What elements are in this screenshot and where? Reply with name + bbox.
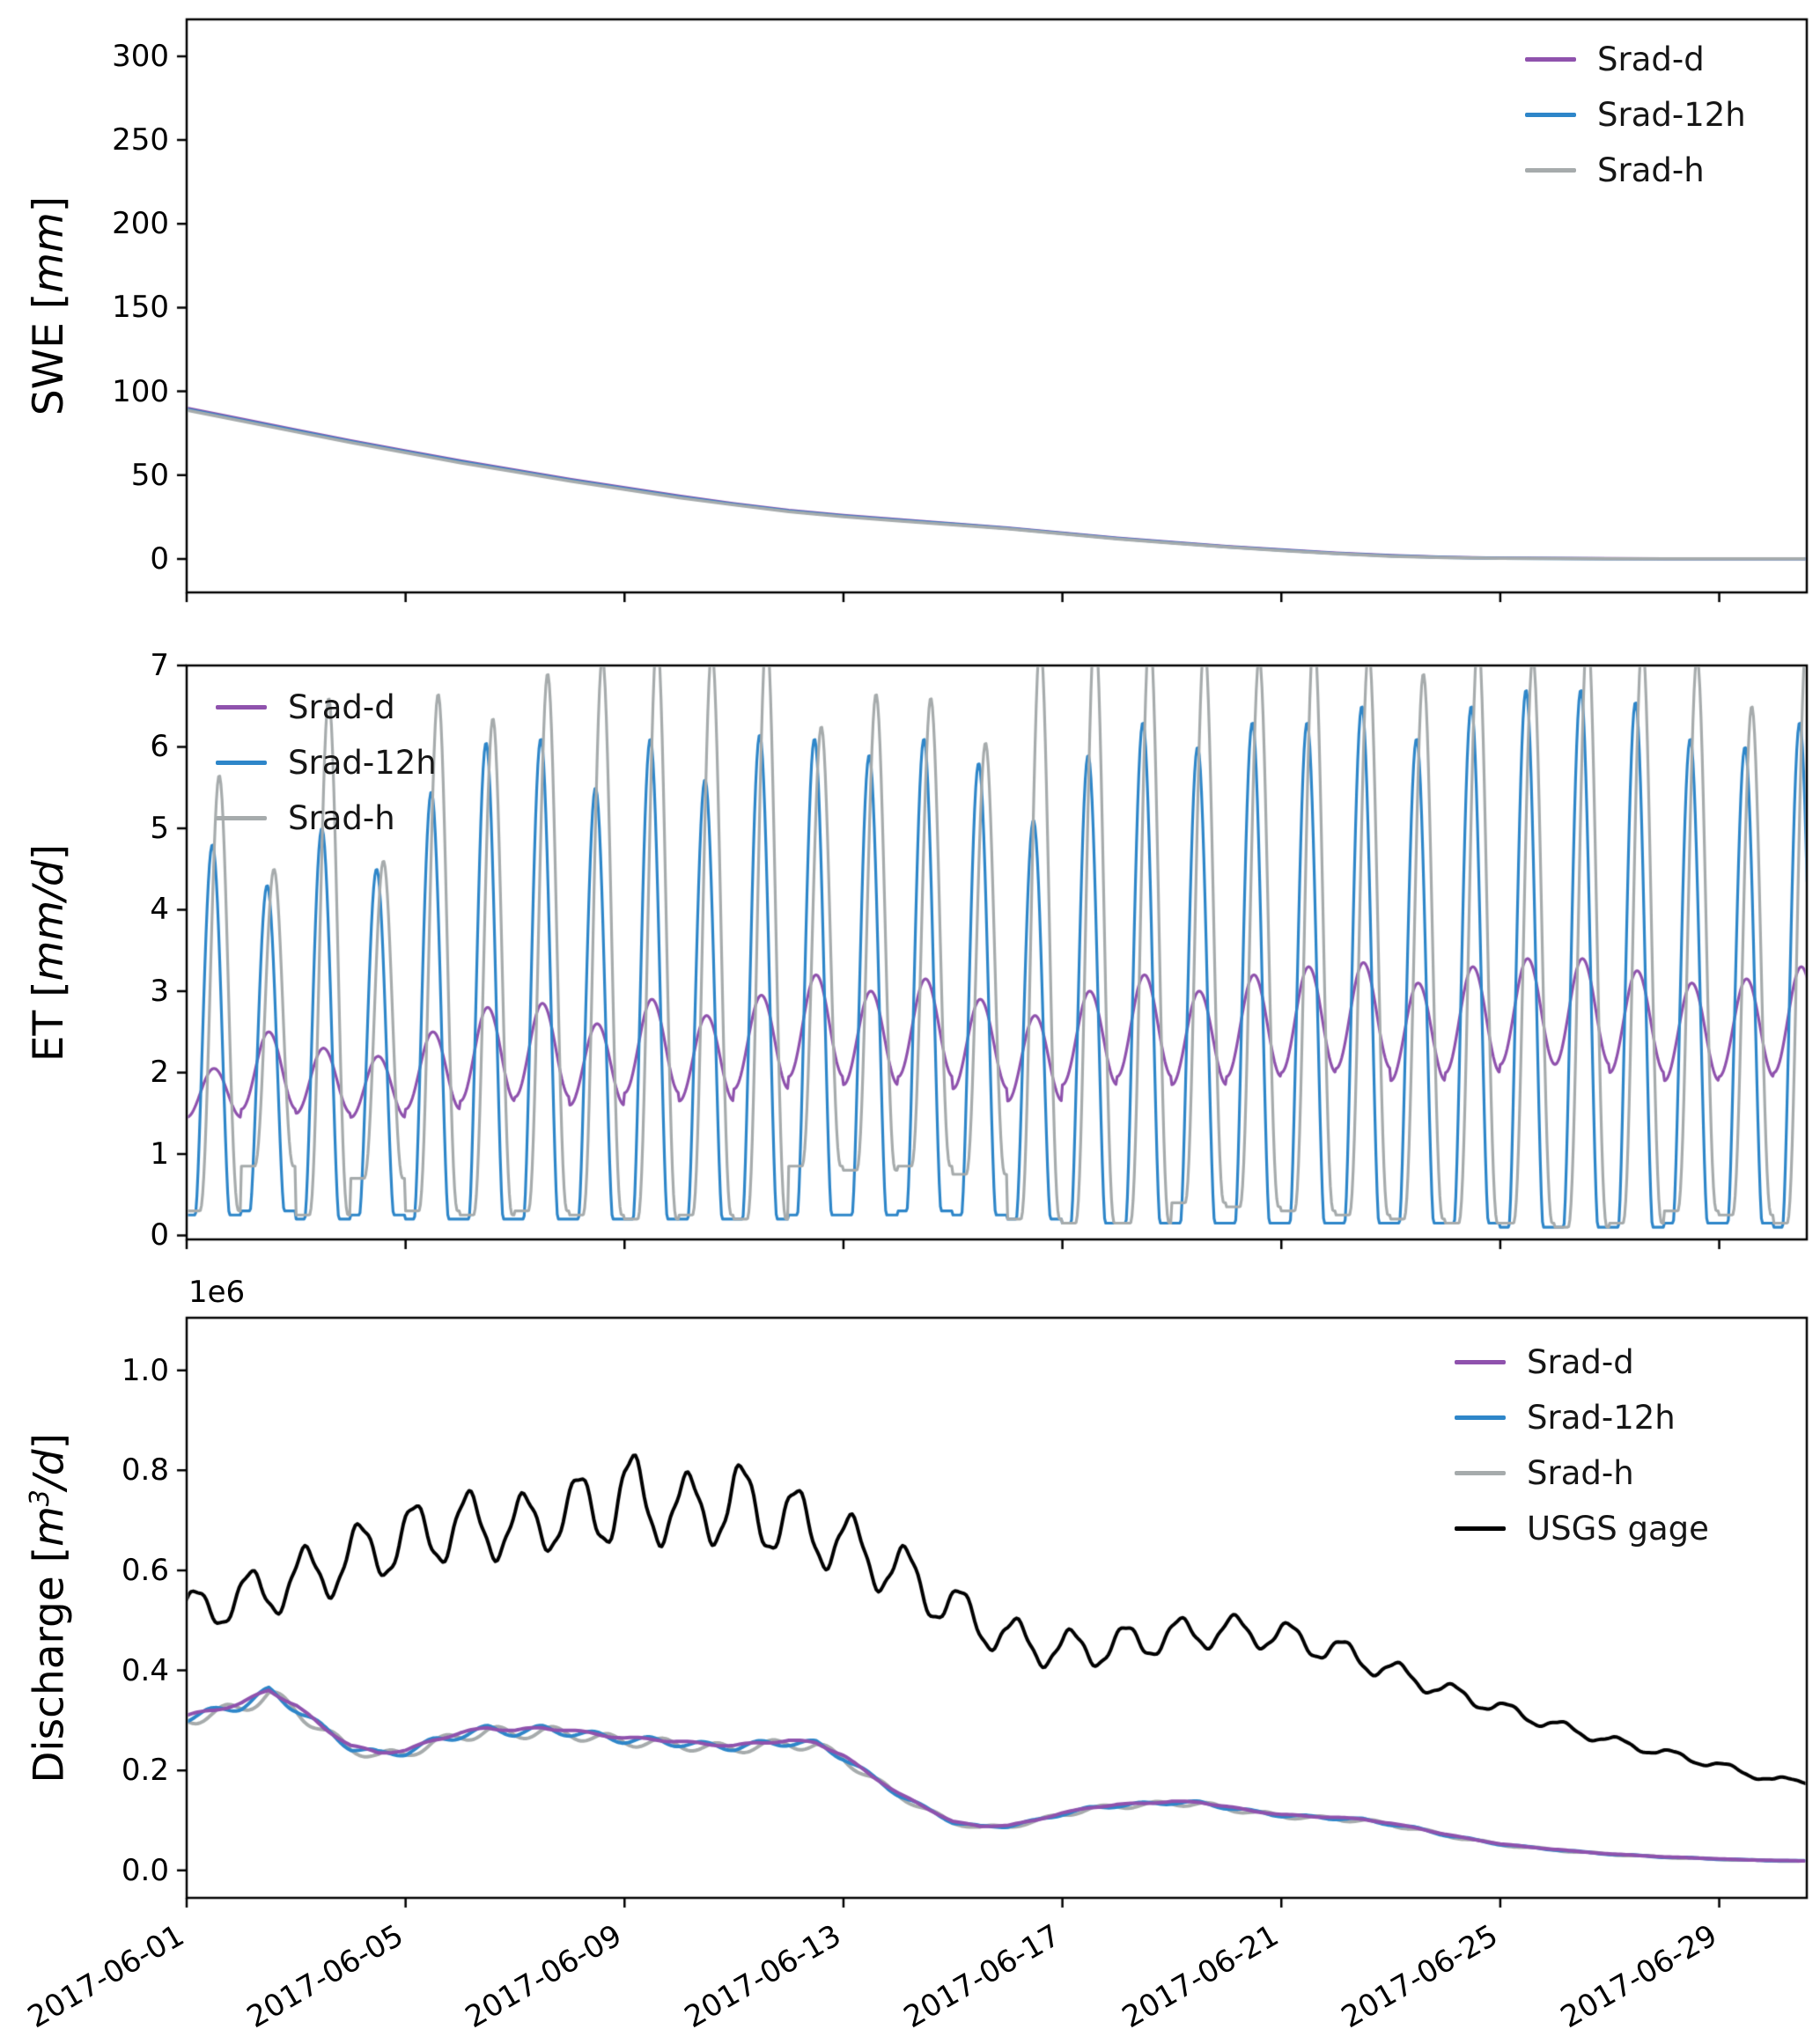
- y-tick-label: 1: [150, 1136, 169, 1172]
- y-tick-label: 0: [150, 1217, 169, 1254]
- legend-entry: Srad-h: [216, 790, 437, 846]
- y-tick-label: 2: [150, 1055, 169, 1091]
- y-tick-label: 5: [150, 810, 169, 846]
- legend-swatch: [1455, 1471, 1506, 1475]
- y-tick-label: 0.6: [121, 1552, 169, 1588]
- legend-entry: USGS gage: [1455, 1501, 1709, 1556]
- legend-swatch: [216, 816, 267, 820]
- legend-swatch: [1525, 168, 1576, 173]
- legend-discharge: Srad-d Srad-12h Srad-h USGS gage: [1455, 1334, 1709, 1556]
- y-tick-label: 6: [150, 729, 169, 765]
- legend-entry: Srad-d: [1455, 1334, 1709, 1390]
- legend-swatch: [1525, 113, 1576, 117]
- legend-label: Srad-12h: [1597, 96, 1746, 134]
- legend-entry: Srad-12h: [1455, 1390, 1709, 1445]
- legend-entry: Srad-12h: [216, 735, 437, 790]
- legend-swatch: [1455, 1526, 1506, 1531]
- y-tick-label: 200: [112, 206, 169, 242]
- y-tick-label: 0: [150, 540, 169, 577]
- legend-entry: Srad-h: [1455, 1445, 1709, 1501]
- legend-swatch: [1455, 1360, 1506, 1364]
- legend-et: Srad-d Srad-12h Srad-h: [216, 680, 437, 846]
- y-tick-label: 50: [130, 457, 169, 493]
- y-tick-label: 1.0: [121, 1352, 169, 1388]
- legend-swatch: [1455, 1415, 1506, 1420]
- y-tick-label: 0.0: [121, 1852, 169, 1888]
- legend-label: Srad-h: [1527, 1454, 1634, 1492]
- legend-label: Srad-d: [1527, 1343, 1634, 1381]
- y-tick-label: 0.8: [121, 1452, 169, 1489]
- legend-label: Srad-h: [288, 799, 395, 837]
- legend-swatch: [216, 705, 267, 710]
- y-tick-label: 250: [112, 122, 169, 158]
- y-tick-label: 150: [112, 290, 169, 326]
- legend-entry: Srad-d: [1525, 32, 1746, 87]
- legend-label: USGS gage: [1527, 1510, 1709, 1548]
- y-tick-label: 300: [112, 38, 169, 74]
- legend-label: Srad-12h: [288, 744, 437, 782]
- y-tick-label: 4: [150, 892, 169, 928]
- legend-entry: Srad-d: [216, 680, 437, 735]
- axis-scale-offset-label: 1e6: [188, 1275, 246, 1310]
- legend-label: Srad-h: [1597, 151, 1705, 189]
- legend-entry: Srad-h: [1525, 143, 1746, 198]
- y-tick-label: 7: [150, 648, 169, 683]
- legend-label: Srad-12h: [1527, 1399, 1676, 1437]
- legend-label: Srad-d: [288, 688, 395, 726]
- y-tick-label: 0.2: [121, 1753, 169, 1789]
- y-tick-label: 100: [112, 373, 169, 409]
- legend-swatch: [1525, 57, 1576, 62]
- y-tick-label: 3: [150, 973, 169, 1009]
- legend-swatch: [216, 761, 267, 765]
- legend-label: Srad-d: [1597, 40, 1705, 78]
- legend-entry: Srad-12h: [1525, 87, 1746, 143]
- legend-swe: Srad-d Srad-12h Srad-h: [1525, 32, 1746, 198]
- y-tick-label: 0.4: [121, 1652, 169, 1688]
